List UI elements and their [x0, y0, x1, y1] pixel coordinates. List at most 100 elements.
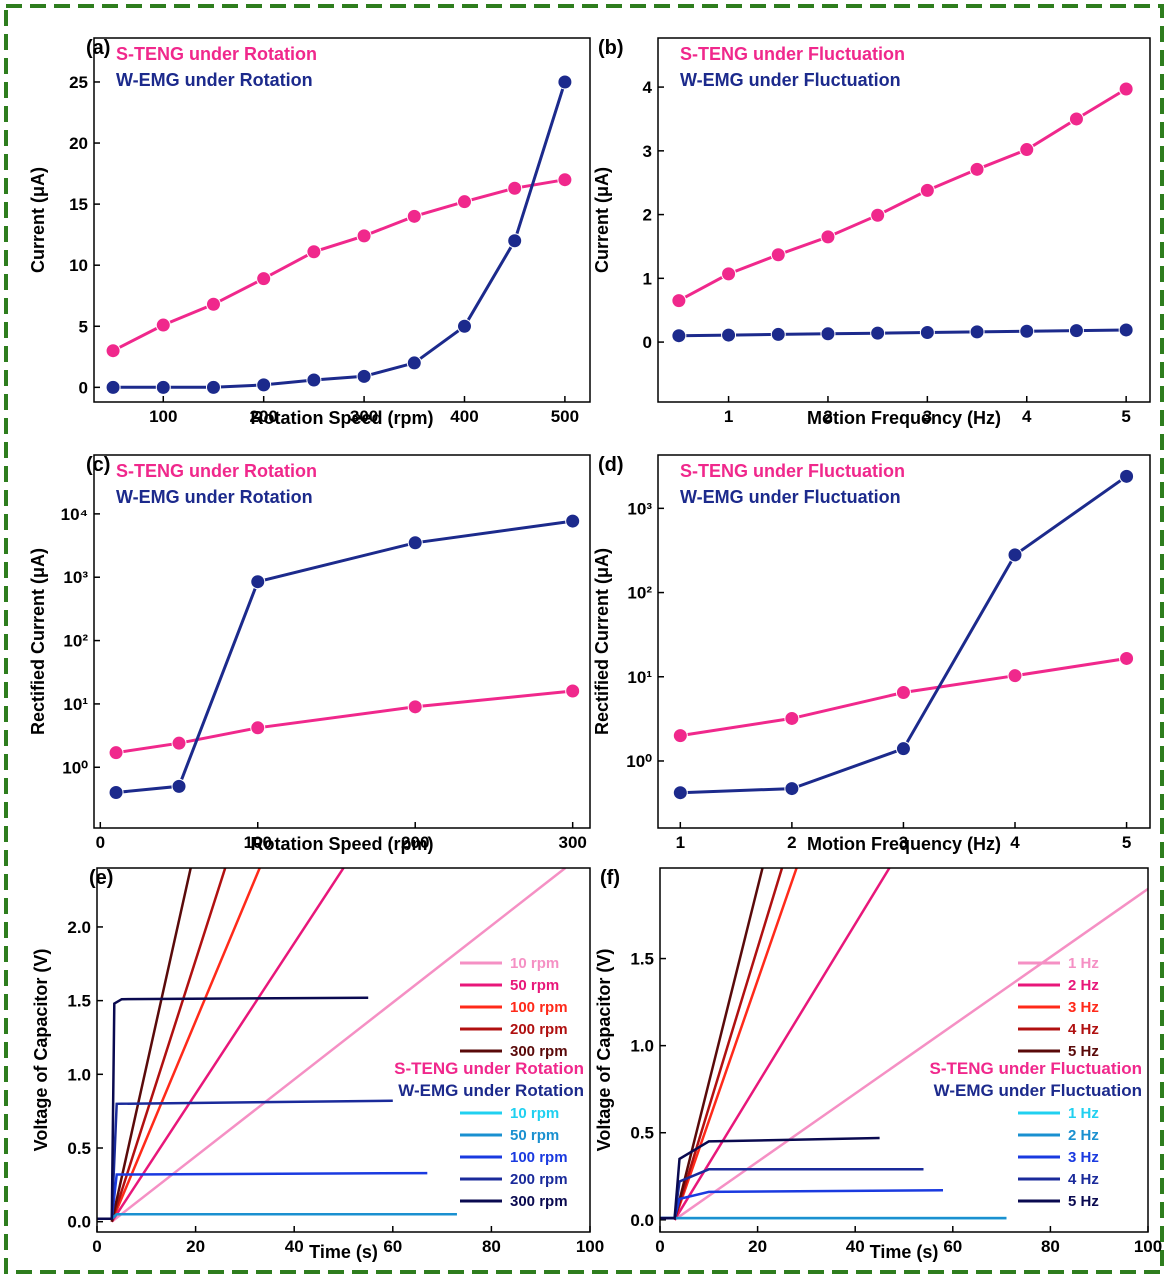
legend-label: 4 Hz [1068, 1021, 1099, 1038]
x-axis-title: Time (s) [309, 1242, 378, 1262]
x-tick-label: 1 [724, 407, 733, 426]
data-point [871, 208, 885, 222]
legend-label: 100 rpm [510, 999, 568, 1016]
data-point [558, 173, 572, 187]
x-axis-title: Motion Frequency (Hz) [807, 834, 1001, 854]
y-tick-label: 1.0 [67, 1065, 91, 1084]
x-tick-label: 60 [943, 1237, 962, 1256]
legend-label: 3 Hz [1068, 1149, 1099, 1166]
data-point [257, 272, 271, 286]
series-line [97, 1214, 457, 1218]
legend-label: 200 rpm [510, 1021, 568, 1038]
data-point [172, 779, 186, 793]
series-line [112, 868, 225, 1222]
x-tick-label: 1 [676, 833, 685, 852]
series-line [113, 82, 565, 387]
data-point [457, 195, 471, 209]
data-point [785, 782, 799, 796]
data-point [558, 75, 572, 89]
legend-group: S-TENG under Rotation [394, 1059, 584, 1078]
figure: (a)1002003004005000510152025Rotation Spe… [0, 0, 1168, 1278]
data-point [722, 267, 736, 281]
data-point [672, 294, 686, 308]
y-tick-label: 25 [69, 73, 88, 92]
y-tick-label: 0.0 [630, 1211, 654, 1230]
x-tick-label: 80 [482, 1237, 501, 1256]
data-point [821, 230, 835, 244]
series-line [660, 1190, 943, 1218]
data-point [920, 326, 934, 340]
data-point [1119, 323, 1133, 337]
data-point [673, 786, 687, 800]
data-point [156, 318, 170, 332]
data-point [251, 721, 265, 735]
y-tick-label: 10³ [63, 568, 88, 587]
data-point [206, 297, 220, 311]
data-point [1069, 324, 1083, 338]
series-line [112, 868, 260, 1222]
x-tick-label: 100 [576, 1237, 604, 1256]
plot-frame [94, 38, 590, 402]
panel-label: (a) [86, 37, 110, 59]
y-axis-title: Rectified Current (μA) [592, 548, 612, 735]
legend-label: 10 rpm [510, 955, 559, 972]
legend-label: 2 Hz [1068, 977, 1099, 994]
legend-label: 1 Hz [1068, 955, 1099, 972]
series-line [679, 89, 1126, 301]
data-point [1120, 651, 1134, 665]
data-point [920, 183, 934, 197]
legend-label: S-TENG under Fluctuation [680, 44, 905, 64]
y-tick-label: 1 [643, 269, 652, 288]
legend-label: 5 Hz [1068, 1193, 1099, 1210]
y-axis-title: Voltage of Capacitor (V) [594, 949, 614, 1152]
x-tick-label: 4 [1022, 407, 1032, 426]
series-line [675, 868, 890, 1220]
x-tick-label: 2 [787, 833, 796, 852]
y-tick-label: 10⁰ [62, 758, 88, 777]
y-axis-title: Rectified Current (μA) [28, 548, 48, 735]
legend-label: 100 rpm [510, 1149, 568, 1166]
legend-label: 10 rpm [510, 1105, 559, 1122]
y-tick-label: 0.0 [67, 1213, 91, 1232]
data-point [172, 736, 186, 750]
legend-label: 2 Hz [1068, 1127, 1099, 1144]
data-point [1120, 469, 1134, 483]
x-tick-label: 300 [558, 833, 586, 852]
data-point [106, 344, 120, 358]
y-tick-label: 10¹ [63, 695, 88, 714]
series-line [112, 868, 344, 1222]
data-point [407, 209, 421, 223]
series-line [675, 868, 782, 1220]
y-tick-label: 1.5 [630, 950, 654, 969]
legend-group: W-EMG under Rotation [398, 1081, 584, 1100]
data-point [871, 326, 885, 340]
data-point [357, 369, 371, 383]
data-point [1119, 82, 1133, 96]
x-tick-label: 20 [748, 1237, 767, 1256]
data-point [672, 329, 686, 343]
y-tick-label: 10² [627, 584, 652, 603]
legend-label: 200 rpm [510, 1171, 568, 1188]
data-point [1020, 324, 1034, 338]
legend-label: W-EMG under Fluctuation [680, 70, 901, 90]
series-line [116, 521, 573, 792]
x-axis-title: Rotation Speed (rpm) [251, 408, 434, 428]
data-point [771, 327, 785, 341]
panel-label: (e) [89, 867, 113, 889]
x-tick-label: 4 [1010, 833, 1020, 852]
legend-label: 50 rpm [510, 977, 559, 994]
y-tick-label: 15 [69, 195, 88, 214]
x-tick-label: 500 [551, 407, 579, 426]
data-point [1020, 143, 1034, 157]
x-tick-label: 60 [383, 1237, 402, 1256]
data-point [1069, 112, 1083, 126]
y-axis-title: Current (μA) [592, 167, 612, 273]
legend-label: S-TENG under Rotation [116, 44, 317, 64]
plot-area [679, 89, 1126, 336]
plot-area [116, 521, 573, 792]
legend-label: S-TENG under Fluctuation [680, 461, 905, 481]
y-tick-label: 10⁴ [61, 505, 88, 524]
x-tick-label: 0 [96, 833, 105, 852]
x-tick-label: 0 [92, 1237, 101, 1256]
data-point [896, 686, 910, 700]
